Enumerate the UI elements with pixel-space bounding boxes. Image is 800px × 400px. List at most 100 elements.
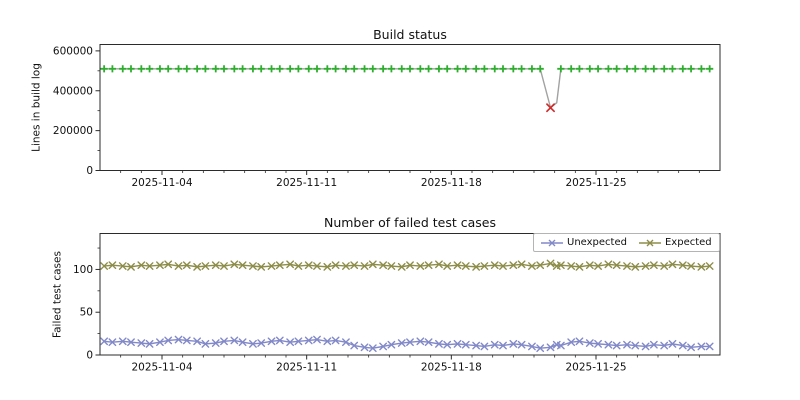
success-build-marker — [518, 65, 526, 73]
success-build-marker — [509, 65, 517, 73]
series-marker-unexpected — [416, 337, 425, 346]
series-marker-expected — [631, 262, 640, 271]
success-build-marker — [193, 65, 201, 73]
series-marker-unexpected — [556, 341, 565, 350]
series-marker-expected — [424, 261, 433, 270]
success-build-marker — [108, 65, 116, 73]
series-marker-expected — [567, 262, 576, 270]
series-marker-expected — [435, 260, 443, 269]
series-marker-expected — [360, 262, 369, 270]
success-build-marker — [305, 65, 313, 73]
series-marker-unexpected — [594, 339, 602, 348]
series-marker-expected — [585, 261, 594, 270]
series-marker-unexpected — [294, 337, 303, 346]
success-build-marker — [435, 65, 443, 73]
series-marker-unexpected — [267, 337, 276, 346]
success-build-marker — [567, 65, 575, 73]
success-build-marker — [267, 65, 276, 73]
success-build-marker — [575, 65, 584, 73]
success-build-marker — [332, 65, 340, 73]
y-tick-label: 200000 — [53, 125, 93, 137]
success-build-marker — [586, 65, 594, 73]
success-build-marker — [499, 65, 507, 73]
series-marker-unexpected — [687, 343, 695, 352]
series-marker-expected — [201, 262, 210, 270]
series-marker-expected — [100, 262, 109, 270]
series-marker-unexpected — [257, 339, 266, 347]
success-build-marker — [557, 65, 565, 73]
success-build-marker — [536, 65, 544, 73]
success-build-marker — [137, 65, 145, 73]
series-marker-expected — [660, 262, 669, 270]
series-marker-unexpected — [705, 342, 714, 351]
x-tick-label: 2025-11-11 — [276, 177, 337, 189]
series-marker-unexpected — [164, 336, 173, 345]
success-build-marker — [697, 65, 705, 73]
series-marker-unexpected — [536, 344, 545, 353]
x-tick-label: 2025-11-18 — [421, 177, 482, 189]
series-marker-expected — [443, 262, 452, 270]
series-marker-unexpected — [649, 340, 658, 349]
success-build-marker — [100, 65, 108, 73]
series-marker-expected — [641, 262, 650, 270]
series-marker-unexpected — [342, 338, 350, 347]
series-marker-expected — [257, 262, 266, 271]
success-build-marker — [276, 65, 284, 73]
series-marker-expected — [286, 260, 295, 269]
series-marker-unexpected — [286, 338, 295, 347]
series-marker-unexpected — [499, 341, 507, 350]
legend-item-expected: Expected — [638, 237, 712, 248]
series-marker-expected — [294, 262, 303, 270]
series-marker-unexpected — [406, 338, 414, 347]
success-build-marker — [323, 65, 331, 73]
series-marker-unexpected — [182, 336, 191, 345]
series-marker-unexpected — [275, 336, 284, 345]
series-marker-unexpected — [435, 339, 443, 348]
series-marker-unexpected — [575, 337, 584, 346]
series-marker-unexpected — [480, 342, 489, 351]
y-tick-label: 50 — [80, 307, 93, 319]
series-marker-expected — [594, 262, 602, 270]
series-marker-expected — [528, 262, 536, 270]
series-marker-expected — [249, 262, 257, 270]
series-marker-unexpected — [509, 339, 518, 348]
axes-spines-chart0 — [99, 44, 721, 171]
legend-item-unexpected: Unexpected — [541, 237, 627, 248]
build-status-ylabel: Lines in build log — [30, 63, 43, 152]
series-marker-expected — [275, 261, 284, 270]
success-build-marker — [406, 65, 414, 73]
success-build-marker — [127, 65, 135, 73]
series-marker-unexpected — [118, 337, 127, 346]
series-marker-unexpected — [461, 340, 470, 349]
success-build-marker — [313, 65, 321, 73]
success-build-marker — [156, 65, 164, 73]
series-marker-unexpected — [443, 340, 452, 349]
x-tick-label: 2025-11-04 — [131, 177, 192, 189]
series-marker-expected — [678, 261, 687, 270]
series-marker-expected — [490, 261, 499, 270]
series-marker-expected — [416, 262, 425, 270]
success-build-marker — [230, 65, 238, 73]
series-marker-expected — [509, 261, 518, 270]
series-marker-expected — [536, 261, 545, 270]
series-marker-expected — [127, 262, 135, 271]
series-marker-expected — [193, 262, 202, 271]
legend-label-unexpected: Unexpected — [567, 237, 627, 248]
y-tick-label: 600000 — [53, 45, 93, 57]
series-marker-unexpected — [678, 341, 687, 350]
success-build-marker — [387, 65, 395, 73]
build-log-line — [104, 68, 710, 109]
series-marker-expected — [406, 261, 414, 270]
success-build-marker — [706, 65, 714, 73]
failed-tests-ylabel: Failed test cases — [51, 251, 64, 338]
success-build-marker — [398, 65, 406, 73]
series-marker-expected — [331, 261, 340, 270]
success-build-marker — [491, 65, 499, 73]
series-marker-unexpected — [453, 339, 462, 348]
series-marker-unexpected — [100, 337, 109, 346]
success-build-marker — [239, 65, 247, 73]
success-build-marker — [443, 65, 451, 73]
failed-tests-title: Number of failed test cases — [323, 215, 497, 230]
series-marker-unexpected — [145, 339, 154, 348]
